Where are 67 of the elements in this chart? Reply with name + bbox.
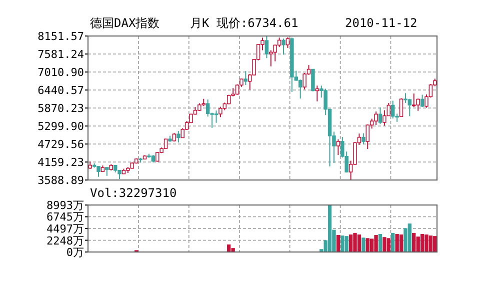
y-tick-label: 5870.23	[38, 102, 84, 115]
candlestick	[408, 98, 412, 117]
y-tick-label: 8993万	[46, 199, 84, 212]
chart-title: 德国DAX指数	[90, 16, 160, 30]
bar	[391, 232, 395, 252]
bar	[408, 224, 412, 252]
bar	[382, 237, 386, 252]
bar	[340, 236, 344, 252]
bar	[357, 234, 362, 252]
y-tick-label: 8151.57	[38, 30, 84, 43]
bar	[348, 234, 353, 252]
candlestick	[390, 100, 395, 119]
candlestick	[264, 36, 269, 59]
bar	[378, 234, 382, 252]
bar	[386, 238, 390, 252]
y-tick-label: 2248万	[46, 234, 84, 248]
bar	[433, 236, 437, 252]
bar	[395, 234, 399, 252]
y-tick-label: 4497万	[46, 222, 84, 236]
y-tick-label: 3588.89	[38, 174, 84, 187]
candlestick	[420, 94, 424, 108]
bar	[353, 232, 357, 252]
text: 2010-11-12	[345, 16, 418, 30]
y-tick-label: 4729.56	[38, 138, 84, 151]
candlestick	[286, 36, 290, 49]
candlestick	[214, 110, 218, 124]
y-tick-label: 0万	[66, 246, 84, 259]
candlestick	[96, 166, 100, 178]
bar	[336, 235, 340, 252]
chart-subtitle: 月K 现价:6734.61	[190, 16, 298, 30]
bar	[399, 234, 404, 252]
bar	[344, 236, 348, 252]
candlestick	[378, 106, 382, 125]
candlestick	[366, 124, 370, 150]
candlestick	[374, 110, 378, 126]
y-tick-label: 6745万	[46, 210, 84, 224]
candlestick	[412, 92, 416, 108]
bar	[366, 238, 370, 252]
candlestick	[404, 92, 408, 104]
y-tick-label: 5299.90	[38, 120, 84, 133]
bar	[428, 236, 433, 252]
candlestick	[282, 38, 286, 56]
candlestick	[218, 106, 222, 118]
bar	[227, 244, 231, 252]
bar	[328, 204, 332, 252]
bar	[412, 232, 416, 252]
candlestick	[206, 98, 210, 118]
bar	[420, 234, 424, 252]
bar	[231, 248, 235, 252]
chart-title: Vol:32297310	[90, 186, 177, 200]
y-tick-label: 6440.57	[38, 84, 84, 97]
bar	[416, 236, 420, 252]
candlestick	[302, 72, 306, 90]
candlestick	[298, 79, 302, 100]
bar	[424, 234, 428, 252]
candlestick	[336, 138, 340, 156]
bar	[362, 238, 366, 252]
candlestick	[315, 85, 320, 102]
candlestick	[362, 132, 366, 145]
candlestick	[176, 130, 180, 143]
bar	[374, 235, 378, 252]
candlestick	[244, 70, 248, 86]
y-tick-label: 7010.90	[38, 66, 84, 79]
candlestick	[399, 98, 404, 118]
candlestick	[311, 68, 315, 92]
y-tick-label: 7581.24	[38, 48, 84, 61]
y-tick-label: 4159.23	[38, 156, 84, 169]
